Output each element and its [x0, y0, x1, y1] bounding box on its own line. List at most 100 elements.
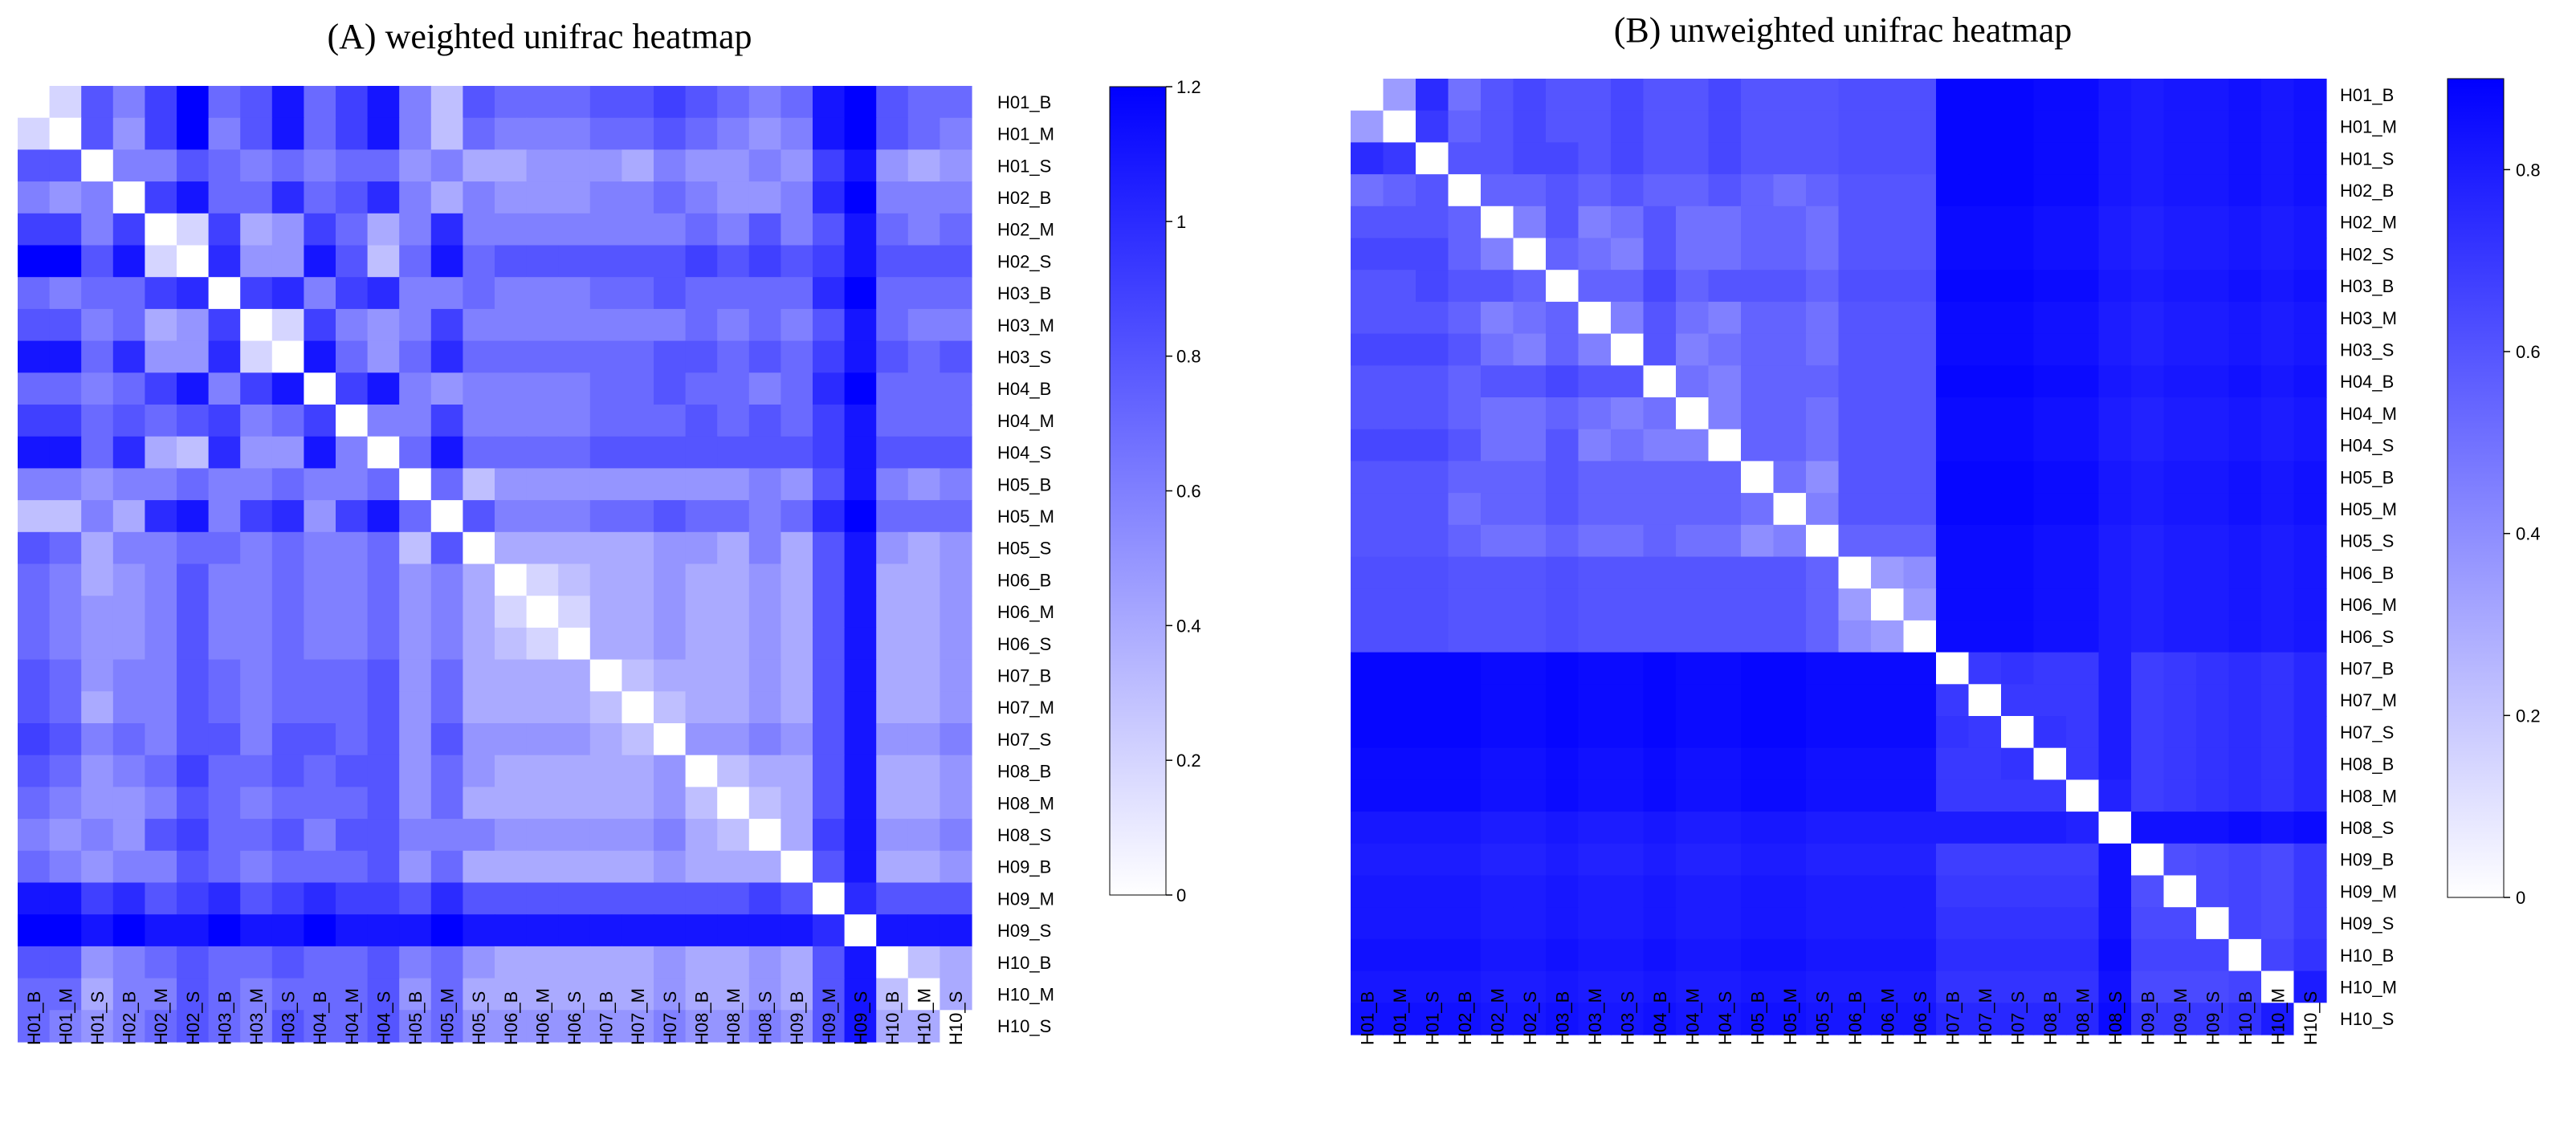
- heatmap-cell: [399, 787, 432, 820]
- heatmap-cell: [1903, 812, 1937, 844]
- heatmap-cell: [1838, 333, 1872, 366]
- heatmap-cell: [2228, 524, 2262, 558]
- heatmap-cell: [112, 149, 145, 182]
- heatmap-cell: [1708, 747, 1742, 780]
- heatmap-cell: [495, 787, 528, 820]
- heatmap-cell: [463, 181, 495, 214]
- heatmap-cell: [781, 978, 813, 1011]
- heatmap-cell: [336, 850, 369, 884]
- heatmap-cell: [1578, 652, 1612, 685]
- heatmap-cell: [430, 213, 463, 246]
- heatmap-cell: [1903, 461, 1937, 494]
- heatmap-cell: [1806, 875, 1840, 908]
- heatmap-cell: [1513, 620, 1547, 653]
- heatmap-cell: [1513, 142, 1547, 175]
- heatmap-cell: [1903, 747, 1937, 780]
- heatmap-cell: [2163, 142, 2197, 175]
- heatmap-cell: [399, 149, 432, 182]
- heatmap-cell: [1416, 843, 1449, 877]
- heatmap-cell: [907, 946, 940, 979]
- heatmap-cell: [336, 436, 369, 469]
- heatmap-cell: [1838, 652, 1872, 685]
- heatmap-cell: [1383, 588, 1416, 621]
- heatmap-cell: [177, 787, 210, 820]
- heatmap-cell: [208, 531, 241, 565]
- heatmap-cell: [240, 117, 273, 150]
- heatmap-cell: [2293, 174, 2327, 207]
- heatmap-cell: [1481, 174, 1514, 207]
- heatmap-cell: [1676, 333, 1710, 366]
- heatmap-cell: [1546, 716, 1579, 749]
- heatmap-cell: [1611, 556, 1645, 589]
- heatmap-cell: [1383, 301, 1416, 335]
- panel-b-row-labels: H01_BH01_MH01_SH02_BH02_MH02_SH03_BH03_M…: [2340, 85, 2397, 1029]
- heatmap-cell: [1773, 110, 1807, 143]
- heatmap-cell: [1513, 556, 1547, 589]
- heatmap-cell: [940, 149, 972, 182]
- heatmap-cell: [240, 563, 273, 596]
- heatmap-cell: [1968, 461, 2002, 494]
- heatmap-cell: [81, 436, 114, 469]
- heatmap-cell: [1416, 970, 1449, 1003]
- heatmap-cell: [463, 500, 495, 533]
- heatmap-cell: [1741, 461, 1775, 494]
- heatmap-cell: [495, 882, 528, 915]
- heatmap-cell: [1676, 270, 1710, 303]
- heatmap-cell: [1708, 205, 1742, 239]
- heatmap-cell: [813, 723, 846, 756]
- heatmap-cell: [336, 1010, 369, 1043]
- column-label: H03_S: [279, 991, 299, 1045]
- heatmap-cell: [430, 659, 463, 692]
- heatmap-cell: [717, 308, 750, 342]
- heatmap-cell: [2163, 397, 2197, 430]
- colorbar-gradient: [1109, 86, 1167, 896]
- heatmap-cell: [876, 946, 909, 979]
- column-label: H05_B: [1747, 991, 1767, 1045]
- heatmap-cell: [1968, 238, 2002, 271]
- heatmap-cell: [1773, 716, 1807, 749]
- heatmap-cell: [2196, 620, 2230, 653]
- row-label: H09_S: [2340, 913, 2394, 934]
- heatmap-cell: [336, 882, 369, 915]
- heatmap-cell: [2001, 301, 2035, 335]
- heatmap-cell: [1741, 1003, 1775, 1035]
- heatmap-cell: [1838, 365, 1872, 398]
- heatmap-cell: [304, 914, 336, 947]
- heatmap-cell: [399, 500, 432, 533]
- heatmap-cell: [399, 691, 432, 724]
- heatmap-cell: [1351, 556, 1384, 589]
- heatmap-cell: [18, 914, 51, 947]
- heatmap-cell: [2131, 938, 2165, 972]
- heatmap-cell: [1903, 333, 1937, 366]
- heatmap-cell: [1546, 620, 1579, 653]
- heatmap-cell: [1481, 429, 1514, 462]
- heatmap-cell: [654, 755, 687, 787]
- heatmap-cell: [717, 787, 750, 820]
- heatmap-cell: [1611, 812, 1645, 844]
- heatmap-cell: [2033, 907, 2067, 940]
- heatmap-cell: [1838, 110, 1872, 143]
- heatmap-cell: [1773, 875, 1807, 908]
- heatmap-cell: [1968, 747, 2002, 780]
- heatmap-cell: [748, 372, 781, 405]
- heatmap-cell: [717, 691, 750, 724]
- heatmap-cell: [844, 691, 877, 724]
- heatmap-cell: [271, 627, 304, 661]
- heatmap-cell: [463, 723, 495, 756]
- heatmap-cell: [2163, 174, 2197, 207]
- heatmap-cell: [1708, 174, 1742, 207]
- heatmap-cell: [748, 691, 781, 724]
- row-label: H07_B: [2340, 658, 2394, 678]
- heatmap-cell: [1416, 747, 1449, 780]
- heatmap-cell: [813, 245, 846, 278]
- column-label: H09_M: [819, 988, 839, 1045]
- heatmap-cell: [336, 723, 369, 756]
- heatmap-cell: [2261, 907, 2295, 940]
- column-label: H10_M: [2268, 988, 2288, 1045]
- heatmap-cell: [781, 659, 813, 692]
- heatmap-cell: [2196, 970, 2230, 1003]
- heatmap-cell: [145, 691, 177, 724]
- heatmap-cell: [526, 563, 559, 596]
- row-label: H02_M: [2340, 213, 2397, 233]
